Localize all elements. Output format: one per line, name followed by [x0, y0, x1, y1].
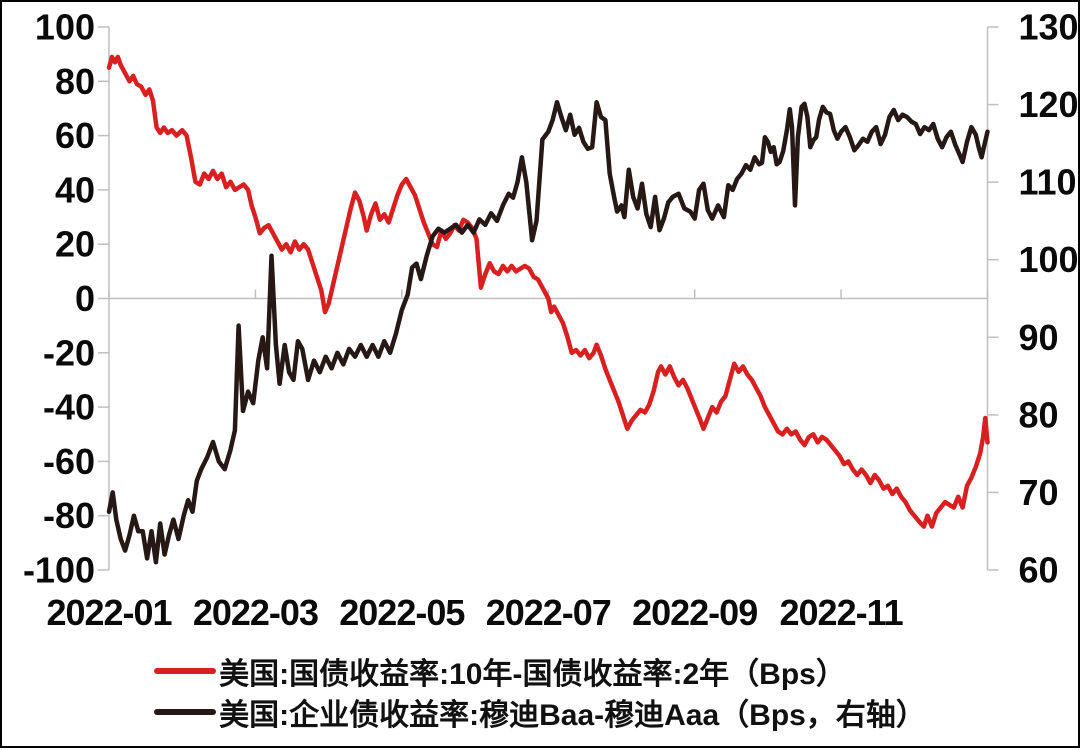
legend-item-corporate-spread: 美国:企业债收益率:穆迪Baa-穆迪Aaa（Bps，右轴）: [154, 695, 926, 732]
right-axis-tick-label: 60: [1019, 550, 1059, 591]
right-axis-tick-label: 80: [1019, 394, 1059, 435]
axes: [98, 26, 999, 571]
right-axis-tick-label: 100: [1019, 239, 1079, 280]
series-line-red: [106, 54, 990, 529]
x-axis-tick-label: 2022-07: [486, 592, 611, 633]
right-axis-tick-label: 130: [1019, 7, 1079, 48]
x-axis-tick-label: 2022-05: [339, 592, 465, 633]
legend-label-treasury-spread: 美国:国债收益率:10年-国债收益率:2年（Bps）: [219, 658, 846, 691]
left-axis-tick-label: 0: [75, 278, 95, 319]
x-axis-tick-label: 2022-03: [193, 592, 318, 633]
left-axis-tick-label: 40: [55, 169, 95, 210]
right-axis-tick-label: 90: [1019, 317, 1059, 358]
left-axis-tick-label: -80: [43, 495, 95, 536]
axis-tick-labels: 100 80 60 40 20 0 -20 -40 -60 -80 -100 130 120 110 100…: [23, 7, 1079, 634]
left-axis-tick-label: 80: [55, 61, 95, 102]
x-axis-tick-label: 2022-11: [780, 592, 904, 633]
legend-line-sample-black: [154, 709, 217, 715]
right-axis-tick-label: 120: [1019, 84, 1079, 125]
left-axis-tick-label: -40: [43, 387, 95, 428]
left-axis-tick-label: 20: [55, 224, 95, 265]
left-axis-tick-label: -100: [23, 550, 95, 591]
legend-item-treasury-spread: 美国:国债收益率:10年-国债收益率:2年（Bps）: [154, 654, 926, 691]
x-axis-tick-label: 2022-09: [632, 592, 757, 633]
legend-label-corporate-spread: 美国:企业债收益率:穆迪Baa-穆迪Aaa（Bps，右轴）: [219, 699, 926, 732]
left-axis-tick-label: 60: [55, 115, 95, 156]
series-line-black: [106, 99, 990, 565]
left-axis-tick-label: -60: [43, 441, 95, 482]
legend-line-sample-red: [154, 668, 217, 674]
right-axis-tick-label: 70: [1019, 472, 1059, 513]
x-axis-tick-label: 2022-01: [46, 592, 172, 633]
left-axis-tick-label: 100: [35, 7, 95, 48]
series-lines: [106, 54, 990, 565]
legend: 美国:国债收益率:10年-国债收益率:2年（Bps） 美国:企业债收益率:穆迪B…: [2, 654, 1078, 732]
left-axis-tick-label: -20: [43, 332, 95, 373]
right-axis-tick-label: 110: [1019, 162, 1077, 203]
